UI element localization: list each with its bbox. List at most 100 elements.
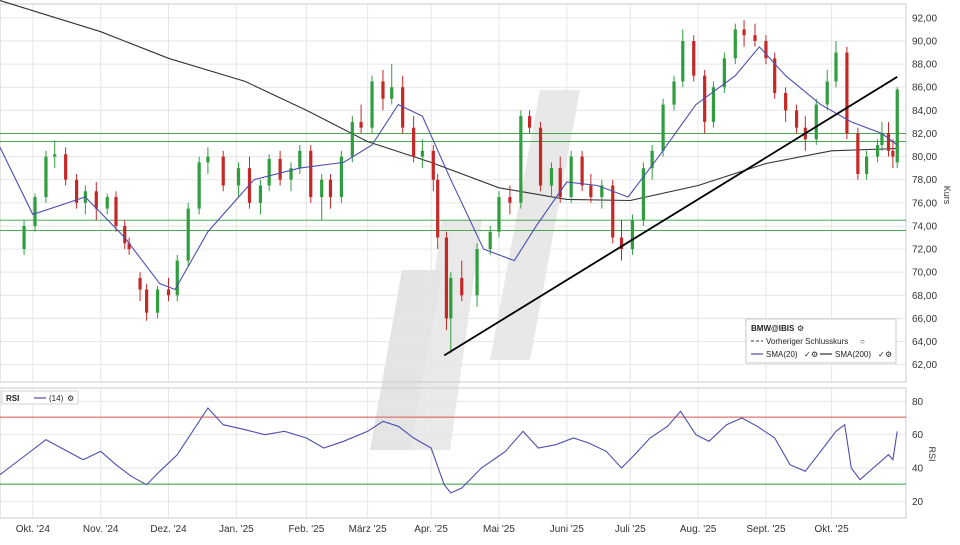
candle-body	[711, 87, 716, 122]
candle-body	[206, 156, 210, 163]
candle	[309, 145, 313, 203]
candle	[519, 110, 523, 209]
candle	[630, 214, 635, 255]
candle-body	[123, 225, 127, 244]
rsi-tick-label: 80	[912, 397, 924, 408]
candle	[74, 173, 79, 209]
candle-body	[488, 231, 492, 250]
x-tick-label: Aug. '25	[680, 524, 717, 535]
x-tick-label: Nov. '24	[83, 524, 119, 535]
rsi-panel-frame	[0, 387, 907, 519]
legend-sma200-gear-icon[interactable]: ⚙	[885, 350, 892, 359]
watermark-logo	[370, 90, 580, 450]
candle-body	[138, 277, 142, 290]
candle-body	[845, 52, 849, 134]
candle-body	[475, 249, 479, 296]
candle	[175, 254, 179, 302]
candle-body	[865, 156, 869, 174]
candle-body	[359, 121, 363, 128]
candle-body	[508, 197, 512, 203]
candle-body	[401, 87, 405, 128]
candle-body	[891, 150, 895, 157]
candle	[488, 225, 492, 255]
x-tick-label: Juli '25	[615, 524, 646, 535]
candle	[600, 179, 604, 209]
legend-title-gear-icon[interactable]: ⚙	[797, 324, 804, 333]
candle-body	[880, 133, 884, 146]
rsi-axis-label: RSI	[927, 446, 937, 461]
candle-body	[641, 168, 645, 221]
candle-body	[370, 81, 374, 128]
price-tick-label: 70,00	[912, 268, 937, 279]
sma200-layer	[0, 0, 898, 202]
candle-body	[420, 150, 424, 157]
candle	[289, 162, 293, 192]
candle	[742, 20, 746, 47]
candle	[475, 243, 479, 307]
candle-body	[94, 191, 98, 209]
candle-body	[589, 185, 593, 198]
candle-body	[175, 260, 179, 296]
candle-body	[114, 197, 118, 226]
legend-sma200-check-icon[interactable]: ✓	[878, 350, 885, 359]
candle-body	[672, 81, 676, 105]
candle-body	[895, 89, 899, 163]
rsi-legend-gear-icon[interactable]: ⚙	[67, 394, 74, 403]
price-axis-label: Kurs	[942, 186, 952, 205]
candle	[549, 162, 554, 198]
legend-sma20-check-icon[interactable]: ✓	[804, 350, 811, 359]
x-tick-label: Jan. '25	[219, 524, 254, 535]
candle-body	[436, 179, 440, 238]
candle	[711, 81, 716, 128]
candle-body	[558, 168, 562, 198]
legend-sma20-gear-icon[interactable]: ⚙	[811, 350, 818, 359]
candle	[856, 127, 860, 180]
candle-body	[549, 168, 554, 186]
candle	[166, 277, 171, 302]
candle-body	[722, 58, 726, 88]
price-tick-label: 84,00	[912, 106, 937, 117]
candle-body	[33, 197, 37, 226]
candle	[825, 69, 829, 111]
candle-body	[309, 150, 313, 198]
legend-sma20-label: SMA(20)	[766, 350, 798, 359]
candle-body	[166, 289, 171, 296]
candle	[420, 139, 424, 169]
legend-prev-close-toggle-icon[interactable]: ○	[860, 337, 865, 346]
candle-body	[278, 158, 282, 180]
x-tick-label: März '25	[349, 524, 387, 535]
x-tick-label: Sept. '25	[746, 524, 786, 535]
candle	[53, 140, 57, 169]
candle-body	[834, 52, 838, 82]
candle	[891, 139, 895, 169]
candle	[328, 173, 333, 209]
candle	[22, 220, 26, 255]
x-tick-label: Okt. '24	[16, 524, 51, 535]
candle-body	[381, 81, 385, 99]
price-tick-label: 64,00	[912, 337, 937, 348]
candle	[703, 69, 707, 134]
price-tick-label: 82,00	[912, 129, 937, 140]
candle-body	[519, 116, 523, 203]
price-tick-label: 78,00	[912, 175, 937, 186]
rsi-legend-period: (14)	[49, 394, 64, 403]
candle	[753, 23, 757, 47]
candle	[155, 286, 160, 319]
price-tick-label: 66,00	[912, 314, 937, 325]
candle-body	[497, 197, 501, 232]
candle	[138, 272, 142, 302]
x-tick-label: Dez. '24	[150, 524, 187, 535]
candle	[784, 87, 788, 122]
price-tick-label: 80,00	[912, 152, 937, 163]
candle-body	[145, 289, 149, 313]
candle	[580, 150, 584, 192]
candle-body	[794, 110, 799, 128]
candle	[692, 35, 696, 82]
candle	[497, 191, 501, 238]
support-lines	[0, 133, 906, 232]
candle-body	[650, 150, 654, 169]
trendline	[443, 76, 898, 357]
candle	[880, 121, 884, 151]
candle-body	[236, 168, 241, 186]
